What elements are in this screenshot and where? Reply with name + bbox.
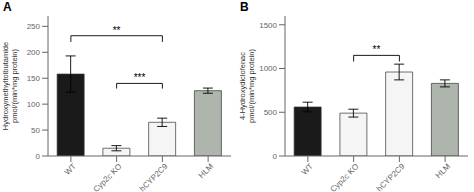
svg-text:150: 150 xyxy=(27,74,41,83)
svg-text:**: ** xyxy=(373,44,381,55)
svg-text:Cyp2c KO: Cyp2c KO xyxy=(92,162,124,192)
svg-text:**: ** xyxy=(113,25,121,36)
svg-text:hCYP2C9: hCYP2C9 xyxy=(375,161,407,192)
html-text:A: A xyxy=(3,0,12,14)
svg-text:1500: 1500 xyxy=(259,21,277,30)
html-text:B: B xyxy=(240,0,249,14)
svg-text:4-Hydroxydiclofenacpmol/(min*m: 4-Hydroxydiclofenacpmol/(min*mg protein) xyxy=(238,49,256,123)
svg-text:0: 0 xyxy=(273,152,278,161)
svg-text:Cyp2c KO: Cyp2c KO xyxy=(329,162,361,192)
svg-text:500: 500 xyxy=(264,108,278,117)
svg-text:1000: 1000 xyxy=(259,64,277,73)
svg-text:0: 0 xyxy=(36,152,41,161)
svg-text:50: 50 xyxy=(31,126,40,135)
svg-text:HLM: HLM xyxy=(197,162,216,181)
svg-text:250: 250 xyxy=(27,22,41,31)
svg-text:100: 100 xyxy=(27,100,41,109)
svg-text:Hydroxymethyltolbutamidepmol/(: Hydroxymethyltolbutamidepmol/(min*mg pro… xyxy=(8,42,19,130)
svg-text:WT: WT xyxy=(300,162,315,177)
svg-text:WT: WT xyxy=(63,162,78,177)
svg-text:hCYP2C9: hCYP2C9 xyxy=(138,161,170,192)
svg-text:***: *** xyxy=(134,72,146,83)
svg-text:200: 200 xyxy=(27,48,41,57)
svg-text:HLM: HLM xyxy=(434,162,453,181)
